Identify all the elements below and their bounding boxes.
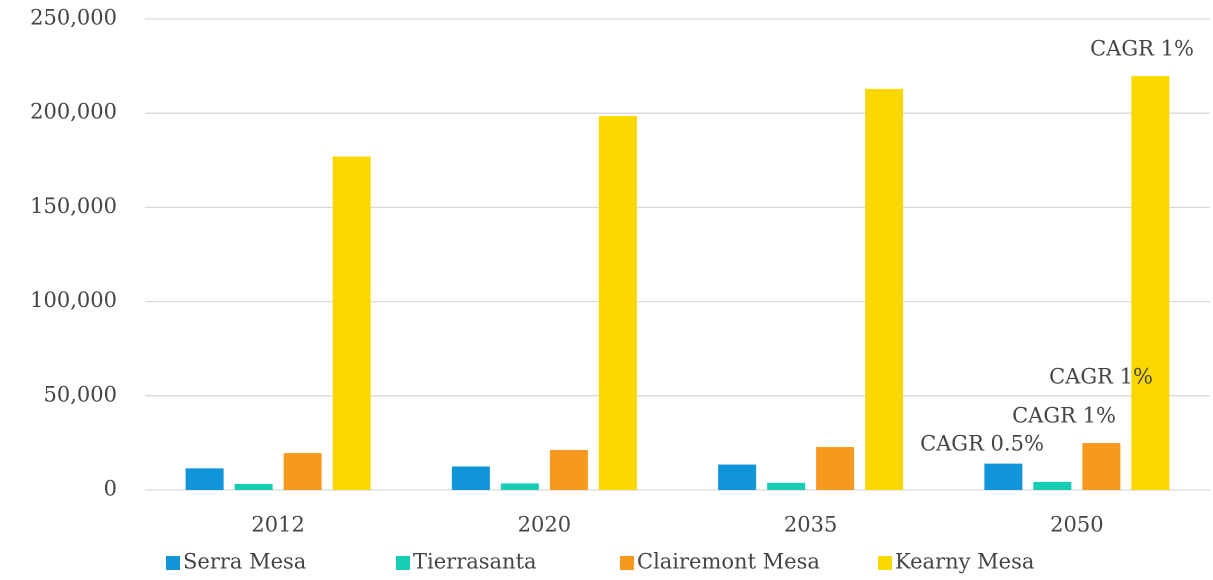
bar (1082, 443, 1121, 490)
bar (984, 463, 1023, 490)
x-tick-label: 2012 (251, 513, 304, 537)
bar (816, 447, 855, 490)
x-tick-label: 2050 (1050, 513, 1103, 537)
y-tick-label: 50,000 (44, 382, 117, 406)
annotation: CAGR 1% (1090, 37, 1194, 61)
y-tick-label: 150,000 (30, 194, 117, 218)
bar (283, 453, 322, 490)
bar (598, 116, 637, 490)
bar (451, 466, 490, 490)
annotation: CAGR 1% (1012, 404, 1116, 428)
bar (500, 483, 539, 490)
y-tick-label: 200,000 (30, 100, 117, 124)
bar (332, 156, 371, 491)
y-tick-label: 250,000 (30, 6, 117, 30)
x-tick-label: 2035 (784, 513, 837, 537)
legend-label: Tierrasanta (413, 550, 537, 574)
legend-label: Serra Mesa (183, 550, 306, 574)
bar (234, 483, 273, 490)
y-tick-label: 100,000 (30, 288, 117, 312)
annotation: CAGR 0.5% (920, 432, 1044, 456)
y-tick-label: 0 (104, 477, 117, 501)
annotation: CAGR 1% (1049, 365, 1153, 389)
bar (185, 468, 224, 490)
bar (767, 482, 806, 490)
x-tick-label: 2020 (518, 513, 571, 537)
bar (718, 464, 757, 490)
legend-swatch (620, 556, 634, 570)
legend-label: Clairemont Mesa (637, 550, 820, 574)
bar (1131, 76, 1170, 490)
bar (549, 450, 588, 490)
bar (865, 88, 904, 491)
legend-label: Kearny Mesa (895, 550, 1034, 574)
bar (1033, 481, 1072, 490)
legend-swatch (878, 556, 892, 570)
legend-swatch (166, 556, 180, 570)
legend-swatch (396, 556, 410, 570)
